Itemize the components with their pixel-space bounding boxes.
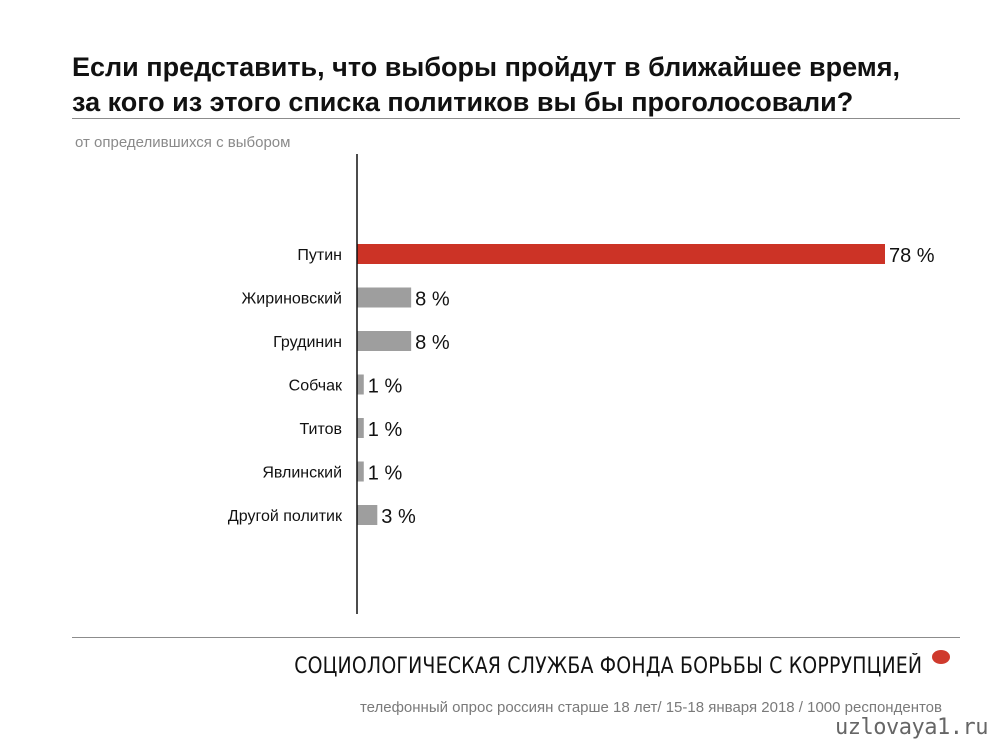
- category-label-5: Явлинский: [262, 465, 342, 482]
- brand-dot-icon: [932, 650, 950, 664]
- category-label-0: Путин: [297, 247, 342, 264]
- value-label-0: 78 %: [889, 245, 935, 267]
- value-label-5: 1 %: [368, 463, 403, 485]
- category-label-3: Собчак: [289, 378, 343, 395]
- category-label-2: Грудинин: [273, 334, 342, 351]
- bar-1: [357, 287, 412, 308]
- value-label-1: 8 %: [415, 289, 450, 311]
- value-label-2: 8 %: [415, 332, 450, 354]
- bar-6: [357, 505, 378, 525]
- chart-title-line-2: за кого из этого списка политиков вы бы …: [72, 87, 854, 117]
- value-label-4: 1 %: [368, 419, 403, 441]
- bar-2: [357, 331, 412, 351]
- bar-chart: Путин 78 % Жириновский 8 % Грудинин 8 % Собчак…: [228, 154, 935, 614]
- bar-0: [357, 244, 885, 264]
- category-label-1: Жириновский: [242, 291, 342, 308]
- bar-5: [357, 461, 364, 482]
- chart-title-line-1: Если представить, что выборы пройдут в б…: [72, 52, 900, 82]
- top-divider: [72, 118, 960, 119]
- chart-subtitle: от определившихся с выбором: [75, 134, 291, 151]
- survey-footnote: телефонный опрос россиян старше 18 лет/ …: [359, 699, 942, 716]
- category-label-4: Титов: [299, 421, 342, 438]
- bottom-divider: [72, 637, 960, 638]
- organization-name: СОЦИОЛОГИЧЕСКАЯ СЛУЖБА ФОНДА БОРЬБЫ С КО…: [293, 654, 922, 679]
- value-label-6: 3 %: [381, 506, 416, 528]
- watermark: uzlovaya1.ru: [835, 715, 988, 740]
- category-label-6: Другой политик: [228, 508, 343, 525]
- bar-4: [357, 418, 364, 438]
- value-label-3: 1 %: [368, 376, 403, 398]
- bar-3: [357, 374, 364, 395]
- chart-title: Если представить, что выборы пройдут в б…: [72, 50, 952, 120]
